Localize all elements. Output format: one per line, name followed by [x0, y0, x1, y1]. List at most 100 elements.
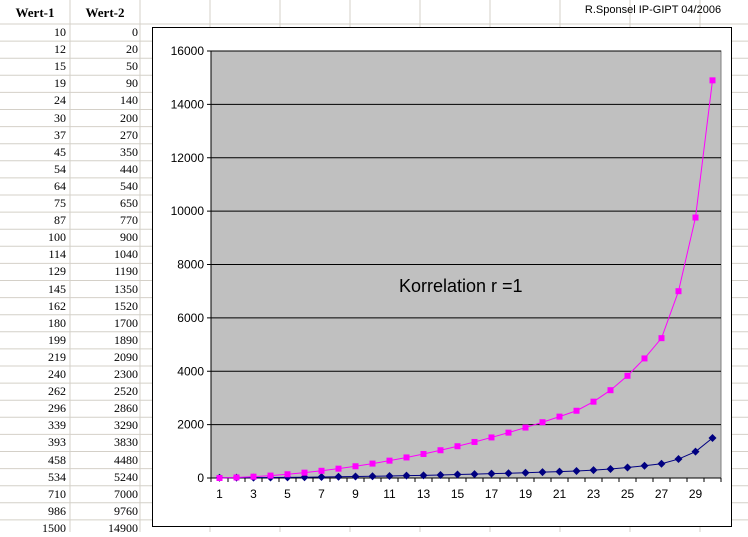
- cell-wert-2[interactable]: 2090: [114, 349, 138, 364]
- data-point-series-2: [505, 429, 512, 436]
- cell-wert-2[interactable]: 1520: [114, 298, 138, 313]
- cell-wert-1[interactable]: 75: [54, 196, 66, 210]
- data-point-series-1: [453, 470, 462, 479]
- cell-wert-2[interactable]: 540: [120, 178, 138, 193]
- cell-wert-2[interactable]: 50: [126, 59, 138, 74]
- y-tick-label: 12000: [171, 151, 205, 165]
- cell-wert-2[interactable]: 650: [120, 196, 138, 210]
- cell-wert-1[interactable]: 19: [54, 76, 66, 91]
- cell-wert-2[interactable]: 3830: [114, 435, 138, 450]
- cell-wert-1[interactable]: 145: [48, 281, 66, 296]
- cell-wert-1[interactable]: 339: [48, 418, 66, 433]
- data-point-series-1: [572, 467, 581, 476]
- y-tick-label: 16000: [171, 44, 205, 58]
- cell-wert-2[interactable]: 5240: [114, 469, 138, 484]
- cell-wert-2[interactable]: 20: [126, 42, 138, 57]
- cell-wert-1[interactable]: 24: [54, 93, 66, 108]
- data-point-series-1: [640, 461, 649, 470]
- cell-wert-2[interactable]: 7000: [114, 486, 138, 501]
- data-point-series-1: [317, 473, 326, 482]
- cell-wert-1[interactable]: 240: [48, 367, 66, 381]
- cell-wert-1[interactable]: 296: [48, 401, 66, 416]
- cell-wert-2[interactable]: 1350: [114, 281, 138, 296]
- cell-wert-1[interactable]: 219: [48, 349, 66, 364]
- cell-wert-2[interactable]: 1040: [114, 247, 138, 262]
- cell-wert-1[interactable]: 458: [48, 452, 66, 467]
- cell-wert-2[interactable]: 1890: [114, 332, 138, 347]
- cell-wert-1[interactable]: 114: [48, 247, 66, 262]
- data-point-series-2: [556, 413, 563, 420]
- cell-wert-1[interactable]: 45: [54, 144, 66, 159]
- cell-wert-1[interactable]: 710: [48, 486, 66, 501]
- cell-wert-2[interactable]: 140: [120, 93, 138, 108]
- cell-wert-1[interactable]: 54: [54, 161, 66, 176]
- data-point-series-2: [573, 407, 580, 414]
- x-tick-label: 5: [284, 487, 291, 501]
- cell-wert-1[interactable]: 162: [48, 298, 66, 313]
- cell-wert-2[interactable]: 1190: [114, 264, 138, 279]
- cell-wert-1[interactable]: 30: [54, 110, 66, 125]
- x-tick-label: 21: [553, 487, 567, 501]
- cell-wert-2[interactable]: 90: [126, 76, 138, 91]
- data-point-series-1: [351, 472, 360, 481]
- cell-wert-1[interactable]: 199: [48, 332, 66, 347]
- x-tick-label: 19: [519, 487, 533, 501]
- cell-wert-1[interactable]: 180: [48, 315, 66, 330]
- data-point-series-1: [623, 463, 632, 472]
- cell-wert-1[interactable]: 393: [48, 435, 66, 450]
- data-point-series-2: [301, 469, 308, 476]
- data-point-series-2: [471, 438, 478, 445]
- cell-wert-2[interactable]: 2300: [114, 367, 138, 381]
- series-layer: [215, 77, 717, 482]
- cell-wert-1[interactable]: 1500: [42, 520, 66, 535]
- data-point-series-2: [624, 372, 631, 379]
- data-point-series-1: [470, 470, 479, 479]
- cell-wert-1[interactable]: 986: [48, 503, 66, 518]
- data-point-series-2: [590, 398, 597, 405]
- data-point-series-2: [709, 77, 716, 84]
- x-tick-label: 13: [417, 487, 431, 501]
- x-tick-label: 7: [318, 487, 325, 501]
- data-point-series-2: [488, 434, 495, 441]
- header-wert-1[interactable]: Wert-1: [15, 5, 55, 20]
- cell-wert-1[interactable]: 262: [48, 384, 66, 399]
- data-point-series-2: [233, 474, 240, 481]
- data-point-series-1: [436, 470, 445, 479]
- data-point-series-1: [504, 469, 513, 478]
- cell-wert-2[interactable]: 2860: [114, 401, 138, 416]
- cell-wert-2[interactable]: 0: [132, 25, 138, 39]
- cell-wert-2[interactable]: 3290: [114, 418, 138, 433]
- cell-wert-1[interactable]: 87: [54, 213, 66, 228]
- cell-wert-1[interactable]: 12: [54, 42, 66, 57]
- cell-wert-2[interactable]: 900: [120, 230, 138, 245]
- cell-wert-1[interactable]: 37: [54, 127, 66, 142]
- cell-wert-2[interactable]: 350: [120, 144, 138, 159]
- data-point-series-2: [318, 467, 325, 474]
- cell-wert-1[interactable]: 15: [54, 59, 66, 74]
- cell-wert-2[interactable]: 440: [120, 161, 138, 176]
- data-point-series-1: [589, 466, 598, 475]
- cell-wert-2[interactable]: 1700: [114, 315, 138, 330]
- author-credit[interactable]: R.Sponsel IP-GIPT 04/2006: [584, 4, 722, 16]
- cell-wert-2[interactable]: 9760: [114, 503, 138, 518]
- cell-wert-2[interactable]: 270: [120, 127, 138, 142]
- data-point-series-2: [250, 473, 257, 480]
- cell-wert-1[interactable]: 10: [54, 25, 66, 39]
- data-point-series-1: [674, 455, 683, 464]
- x-tick-label: 11: [383, 487, 396, 501]
- cell-wert-1[interactable]: 64: [54, 178, 66, 193]
- header-wert-2[interactable]: Wert-2: [85, 5, 125, 20]
- cell-wert-2[interactable]: 14900: [108, 520, 138, 535]
- cell-wert-1[interactable]: 100: [48, 230, 66, 245]
- x-axis: 1 3 5 7 9 11 13 15 17 19 21 23 25 27 29: [210, 477, 722, 501]
- cell-wert-2[interactable]: 4480: [114, 452, 138, 467]
- data-point-series-2: [454, 443, 461, 450]
- y-tick-label: 8000: [177, 258, 204, 272]
- cell-wert-1[interactable]: 534: [48, 469, 66, 484]
- cell-wert-2[interactable]: 2520: [114, 384, 138, 399]
- cell-wert-1[interactable]: 129: [48, 264, 66, 279]
- data-point-series-2: [675, 288, 682, 295]
- cell-wert-2[interactable]: 770: [120, 213, 138, 228]
- cell-wert-2[interactable]: 200: [120, 110, 138, 125]
